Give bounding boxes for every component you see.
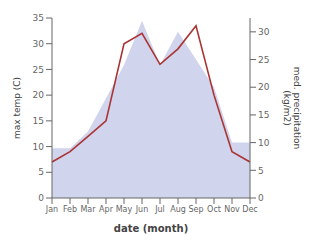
svg-text:max temp (C): max temp (C): [12, 77, 22, 139]
svg-text:Jul: Jul: [154, 205, 165, 214]
svg-text:20: 20: [258, 82, 270, 92]
svg-text:date (month): date (month): [114, 223, 188, 234]
svg-text:Nov: Nov: [224, 205, 240, 214]
svg-text:15: 15: [33, 116, 44, 126]
svg-text:Dec: Dec: [242, 205, 257, 214]
svg-text:Aug: Aug: [170, 205, 186, 214]
svg-text:0: 0: [258, 193, 264, 203]
svg-text:Sep: Sep: [188, 205, 203, 214]
svg-text:15: 15: [258, 110, 269, 120]
svg-text:10: 10: [33, 142, 45, 152]
svg-text:Feb: Feb: [63, 205, 77, 214]
svg-text:Jan: Jan: [45, 205, 58, 214]
svg-text:30: 30: [33, 39, 45, 49]
svg-text:Mar: Mar: [80, 205, 96, 214]
svg-text:May: May: [116, 205, 133, 214]
svg-text:5: 5: [38, 167, 44, 177]
svg-text:30: 30: [258, 27, 270, 37]
svg-text:35: 35: [33, 13, 44, 23]
svg-text:Apr: Apr: [99, 205, 114, 214]
svg-text:25: 25: [33, 65, 44, 75]
svg-text:Oct: Oct: [207, 205, 221, 214]
svg-text:20: 20: [33, 90, 45, 100]
svg-text:Jun: Jun: [135, 205, 149, 214]
svg-text:25: 25: [258, 55, 269, 65]
svg-text:med. precipitation(kg/m2): med. precipitation(kg/m2): [282, 67, 303, 149]
svg-text:10: 10: [258, 138, 270, 148]
svg-text:0: 0: [38, 193, 44, 203]
svg-text:5: 5: [258, 166, 264, 176]
